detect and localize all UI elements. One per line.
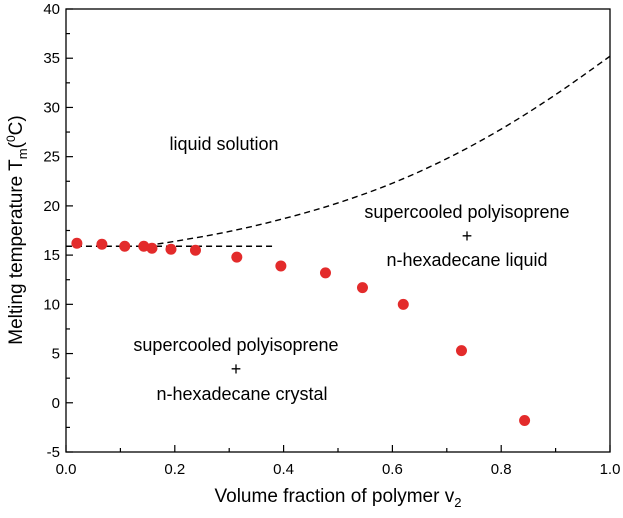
data-point xyxy=(356,282,368,294)
y-axis-title-subscript: m xyxy=(15,148,30,159)
data-point xyxy=(165,243,177,255)
x-tick-label: 1.0 xyxy=(600,461,621,478)
x-tick-label: 0.8 xyxy=(491,461,512,478)
y-tick-label: 20 xyxy=(43,198,60,215)
data-points xyxy=(71,237,531,426)
liquidus-dashed-curve xyxy=(147,55,611,246)
y-tick-label: 5 xyxy=(52,346,60,363)
data-point xyxy=(96,238,108,250)
data-point xyxy=(189,244,201,256)
annotation-right-line2: n-hexadecane liquid xyxy=(386,250,547,270)
x-tick-label: 0.0 xyxy=(56,461,77,478)
annotation-left-line1: supercooled polyisoprene xyxy=(133,335,338,355)
y-tick-label: -5 xyxy=(47,444,60,461)
annotation-right-line1: supercooled polyisoprene xyxy=(364,202,569,222)
annotation-left-line2: n-hexadecane crystal xyxy=(156,384,327,404)
data-point xyxy=(275,260,287,272)
y-tick-label: 10 xyxy=(43,296,60,313)
data-point xyxy=(319,267,331,279)
data-point xyxy=(519,414,531,426)
data-point xyxy=(231,251,243,263)
y-axis-title-main: Melting temperature T xyxy=(6,159,27,345)
data-point xyxy=(71,237,83,249)
y-axis-title-paren: ( xyxy=(6,141,27,148)
axis-ticks: 0.0 0.2 0.4 0.6 0.8 1.0 -5 0 5 10 15 20 25 30 35 40 xyxy=(43,1,620,478)
annotation-liquid-solution: liquid solution xyxy=(169,134,278,154)
y-tick-label: 40 xyxy=(43,1,60,18)
y-tick-label: 0 xyxy=(52,395,60,412)
data-point xyxy=(455,345,467,357)
x-tick-label: 0.6 xyxy=(382,461,403,478)
plot-frame xyxy=(65,8,611,453)
data-point xyxy=(397,298,409,310)
y-tick-label: 35 xyxy=(43,50,60,67)
y-axis-title-superscript: 0 xyxy=(4,135,18,142)
data-point xyxy=(146,242,158,254)
x-tick-label: 0.2 xyxy=(164,461,185,478)
y-axis-title-unit: C) xyxy=(6,115,27,135)
data-point xyxy=(119,240,131,252)
y-tick-label: 15 xyxy=(43,247,60,264)
y-axis-title: Melting temperature Tm(0C) xyxy=(4,115,30,344)
x-axis-title-main: Volume fraction of polymer v xyxy=(215,486,455,507)
x-axis-title: Volume fraction of polymer v2 xyxy=(215,486,462,510)
x-tick-label: 0.4 xyxy=(273,461,294,478)
annotation-left-plus: + xyxy=(231,359,242,379)
y-tick-label: 25 xyxy=(43,149,60,166)
y-tick-label: 30 xyxy=(43,99,60,116)
annotation-right-plus: + xyxy=(462,226,473,246)
x-axis-title-subscript: 2 xyxy=(454,495,461,510)
